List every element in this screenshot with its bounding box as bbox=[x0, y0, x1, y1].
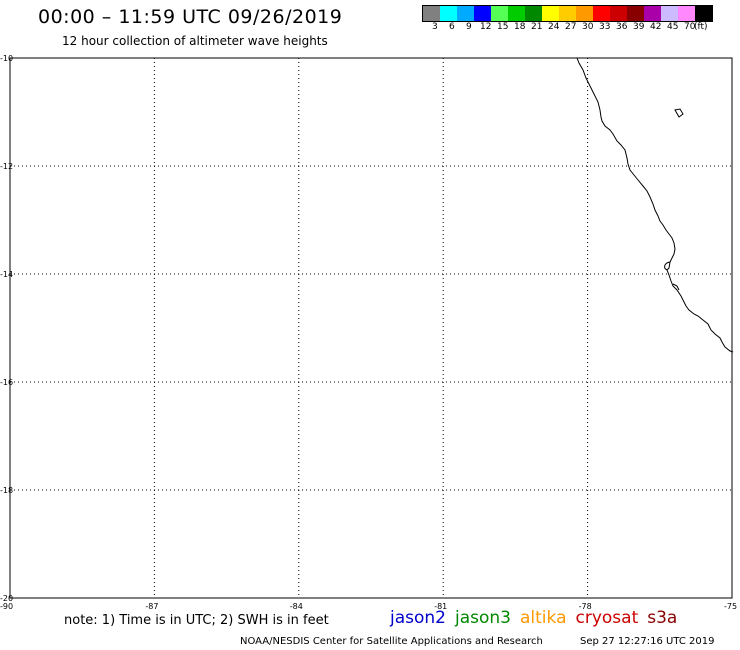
credit-line: NOAA/NESDIS Center for Satellite Applica… bbox=[240, 636, 543, 647]
footer-note: note: 1) Time is in UTC; 2) SWH is in fe… bbox=[64, 613, 329, 628]
color-scale-label: 18 bbox=[514, 22, 526, 32]
color-swatch bbox=[423, 6, 440, 21]
color-swatch bbox=[678, 6, 695, 21]
color-swatch bbox=[559, 6, 576, 21]
satellite-legend-item: jason3 bbox=[455, 608, 511, 628]
latitude-tick-label: -12 bbox=[0, 162, 13, 171]
color-swatch bbox=[542, 6, 559, 21]
color-scale-label: 21 bbox=[531, 22, 543, 32]
satellite-legend-item: cryosat bbox=[575, 608, 639, 628]
longitude-tick-label: -75 bbox=[724, 602, 737, 611]
color-scale-label: 45 bbox=[667, 22, 679, 32]
color-scale-label: 3 bbox=[432, 22, 438, 32]
color-scale-label: 33 bbox=[599, 22, 611, 32]
longitude-tick-label: -78 bbox=[579, 602, 592, 611]
coastline-point bbox=[672, 283, 680, 291]
longitude-tick-label: -90 bbox=[0, 602, 13, 611]
color-swatch bbox=[525, 6, 542, 21]
color-swatch bbox=[593, 6, 610, 21]
latitude-tick-label: -14 bbox=[0, 270, 13, 279]
color-swatch bbox=[610, 6, 627, 21]
color-scale-label: 24 bbox=[548, 22, 560, 32]
latitude-tick-label: -20 bbox=[0, 594, 13, 603]
color-swatch bbox=[457, 6, 474, 21]
color-swatch bbox=[576, 6, 593, 21]
color-swatch bbox=[627, 6, 644, 21]
color-swatch bbox=[644, 6, 661, 21]
satellite-legend: jason2 jason3 altika cryosat s3a bbox=[390, 608, 686, 628]
color-scale-label: 6 bbox=[449, 22, 455, 32]
map-grid bbox=[10, 58, 732, 598]
map-frame bbox=[9, 57, 733, 599]
color-scale-label: 39 bbox=[633, 22, 645, 32]
color-swatch bbox=[491, 6, 508, 21]
color-scale-label: 42 bbox=[650, 22, 662, 32]
color-scale-label: 70 bbox=[684, 22, 696, 32]
latitude-tick-label: -10 bbox=[0, 54, 13, 63]
axis-ticks: -90 -87 -84 -81 -78 -75 -10 -12 -14 -16 -18 -20 bbox=[0, 54, 737, 611]
color-swatch bbox=[440, 6, 457, 21]
satellite-legend-item: jason2 bbox=[390, 608, 446, 628]
longitude-tick-label: -84 bbox=[290, 602, 303, 611]
wave-height-color-scale bbox=[422, 5, 713, 22]
coastline bbox=[576, 57, 734, 353]
satellite-legend-item: s3a bbox=[647, 608, 678, 628]
generation-timestamp: Sep 27 12:27:16 UTC 2019 bbox=[580, 636, 715, 647]
longitude-tick-label: -87 bbox=[145, 602, 158, 611]
color-swatch bbox=[508, 6, 525, 21]
color-scale-label: 27 bbox=[565, 22, 577, 32]
color-scale-labels: 3 6 9 12 15 18 21 24 27 30 33 36 39 42 45 70 (ft) bbox=[422, 22, 740, 34]
color-swatch bbox=[474, 6, 491, 21]
island bbox=[674, 108, 684, 118]
coastline-bay bbox=[664, 261, 671, 271]
color-scale-label: 12 bbox=[480, 22, 492, 32]
color-scale-label: 9 bbox=[466, 22, 472, 32]
color-scale-label: 30 bbox=[582, 22, 594, 32]
latitude-tick-label: -16 bbox=[0, 378, 13, 387]
map-title: 00:00 – 11:59 UTC 09/26/2019 bbox=[38, 6, 343, 28]
map-subtitle: 12 hour collection of altimeter wave hei… bbox=[62, 34, 328, 48]
longitude-tick-label: -81 bbox=[434, 602, 447, 611]
color-scale-label: 36 bbox=[616, 22, 628, 32]
color-scale-label: 15 bbox=[497, 22, 509, 32]
satellite-legend-item: altika bbox=[520, 608, 567, 628]
latitude-tick-label: -18 bbox=[0, 486, 13, 495]
color-swatch bbox=[695, 6, 712, 21]
color-swatch bbox=[661, 6, 678, 21]
color-scale-unit: (ft) bbox=[694, 22, 708, 32]
